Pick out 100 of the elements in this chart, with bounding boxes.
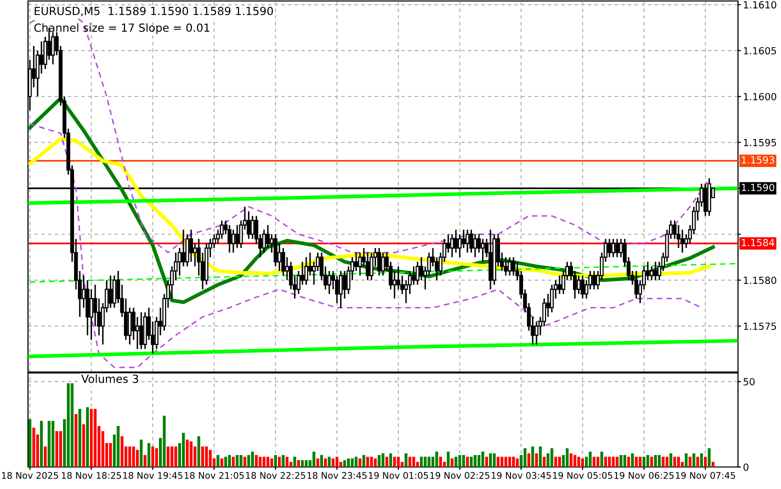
x-tick-label: 18 Nov 19:45 xyxy=(123,472,182,479)
bar xyxy=(216,455,220,467)
bar xyxy=(358,458,362,467)
y-tick-label: 1.1575 xyxy=(744,322,776,330)
bar xyxy=(258,456,262,467)
candlestick xyxy=(534,320,538,346)
bar xyxy=(688,456,692,467)
y-tick-label: 1.1610 xyxy=(744,1,776,9)
bar xyxy=(347,458,350,467)
bar xyxy=(82,424,86,467)
bar xyxy=(550,448,554,467)
candlestick xyxy=(40,40,44,74)
bar xyxy=(662,456,665,467)
bar xyxy=(566,448,569,467)
bar xyxy=(370,456,373,467)
bar xyxy=(312,452,316,467)
bar xyxy=(677,456,680,467)
x-tick-label: 18 Nov 23:45 xyxy=(308,472,367,479)
candlestick xyxy=(611,238,616,258)
line-series xyxy=(29,123,702,368)
bar xyxy=(205,446,208,467)
bar xyxy=(474,455,477,467)
bar xyxy=(558,456,561,467)
chart-title: EURUSD,M5 1.1589 1.1590 1.1589 1.1590 xyxy=(34,6,273,16)
ref-line-label: 1.1584 xyxy=(742,238,774,246)
bar xyxy=(485,456,488,467)
candlestick xyxy=(396,266,400,290)
bar xyxy=(48,420,51,467)
bar xyxy=(393,456,396,467)
y-tick-label: 1.1580 xyxy=(744,276,776,284)
candlestick xyxy=(182,228,186,268)
candlestick xyxy=(327,270,332,295)
candlestick xyxy=(615,238,620,258)
bar xyxy=(262,456,266,467)
candlestick xyxy=(189,228,194,262)
bar xyxy=(654,455,657,467)
bar xyxy=(638,456,642,467)
bar xyxy=(144,455,146,467)
x-tick-label: 19 Nov 07:45 xyxy=(676,472,736,479)
bar xyxy=(577,456,580,467)
candlestick xyxy=(193,242,197,268)
bar xyxy=(554,456,558,467)
bar xyxy=(251,452,254,467)
candlestick xyxy=(546,293,550,318)
candlestick xyxy=(178,247,182,276)
candlestick xyxy=(89,288,94,341)
y-tick-label: 1.1595 xyxy=(744,138,776,146)
bar xyxy=(666,456,668,467)
bar xyxy=(266,456,270,467)
bar xyxy=(70,383,74,467)
bar xyxy=(692,453,696,467)
candlestick xyxy=(228,224,232,254)
bar xyxy=(274,455,277,467)
candlestick xyxy=(377,247,382,276)
bar xyxy=(712,462,714,467)
bar xyxy=(620,455,622,467)
candlestick xyxy=(473,234,478,258)
candlestick xyxy=(304,256,308,286)
line-series xyxy=(28,186,738,205)
bar xyxy=(332,458,335,467)
bar xyxy=(343,460,346,467)
bar xyxy=(404,453,408,467)
candlestick xyxy=(139,312,144,350)
candlestick xyxy=(634,270,638,300)
ref-line-label: 1.1593 xyxy=(742,156,774,164)
candlestick xyxy=(246,210,251,240)
bar xyxy=(535,453,538,467)
bar xyxy=(155,448,158,467)
bar xyxy=(28,419,32,467)
candlestick xyxy=(342,270,347,300)
bar xyxy=(182,432,185,467)
bar xyxy=(627,456,630,467)
bar xyxy=(382,453,384,467)
bar xyxy=(304,460,308,467)
bar xyxy=(52,420,54,467)
bar xyxy=(538,446,542,467)
bar xyxy=(450,458,454,467)
candlestick xyxy=(469,228,474,254)
chart-title: Volumes 3 xyxy=(81,374,138,384)
candlestick xyxy=(550,284,554,314)
candlestick xyxy=(592,270,596,290)
bar xyxy=(508,456,512,467)
bar xyxy=(120,436,124,467)
bar xyxy=(300,460,304,467)
bar xyxy=(650,456,654,467)
bar xyxy=(704,456,707,467)
bar xyxy=(224,456,228,467)
bar xyxy=(604,456,608,467)
bar xyxy=(136,450,139,467)
candlestick xyxy=(231,228,236,254)
candlestick xyxy=(412,266,416,286)
candlestick xyxy=(128,307,132,346)
candlestick xyxy=(281,247,286,276)
candlestick xyxy=(462,228,466,249)
x-tick-label: 19 Nov 06:25 xyxy=(614,472,674,479)
candlestick xyxy=(650,266,654,281)
bar xyxy=(408,456,412,467)
candlestick xyxy=(262,228,266,254)
bar xyxy=(109,443,112,467)
bar xyxy=(708,448,711,467)
